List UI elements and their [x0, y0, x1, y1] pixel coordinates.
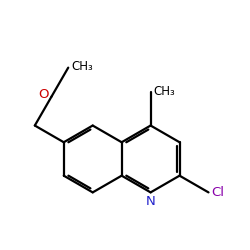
Text: N: N [146, 195, 156, 208]
Text: CH₃: CH₃ [153, 84, 175, 98]
Text: Cl: Cl [211, 186, 224, 199]
Text: O: O [38, 88, 49, 102]
Text: CH₃: CH₃ [71, 60, 93, 73]
